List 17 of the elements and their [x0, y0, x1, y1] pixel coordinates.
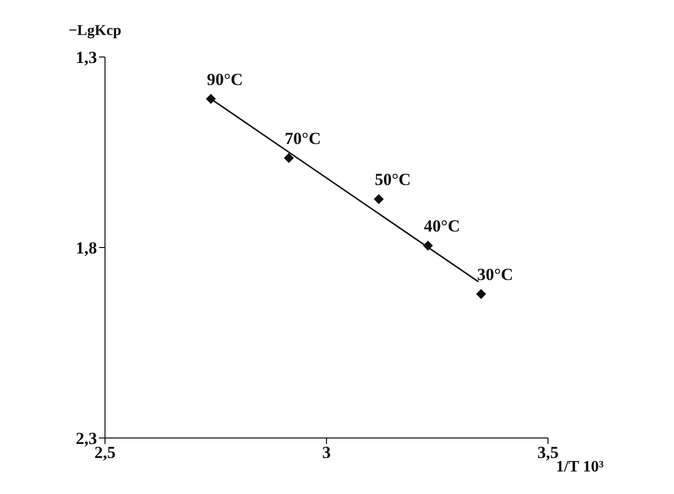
y-tick-label: 1,8: [76, 238, 97, 258]
annotation: 50°C: [374, 170, 411, 190]
annotation: 70°C: [284, 128, 321, 148]
x-axis-title: 1/T 10³: [556, 458, 604, 476]
point: [374, 194, 384, 204]
y-tick-label: 1,3: [76, 48, 97, 68]
point: [206, 94, 216, 104]
annotation: 40°C: [424, 216, 460, 236]
annotation: 90°C: [206, 70, 243, 89]
y-axis-title: −LgKср: [68, 23, 122, 39]
point: [476, 288, 486, 299]
x-tick-label: 3: [322, 443, 331, 462]
y-tick-label: 2,3: [76, 429, 97, 448]
point: [284, 152, 294, 163]
x-tick-label: 3,5: [537, 443, 559, 462]
annotation: 30°C: [477, 264, 514, 284]
x-tick-label: 2,5: [94, 443, 116, 462]
